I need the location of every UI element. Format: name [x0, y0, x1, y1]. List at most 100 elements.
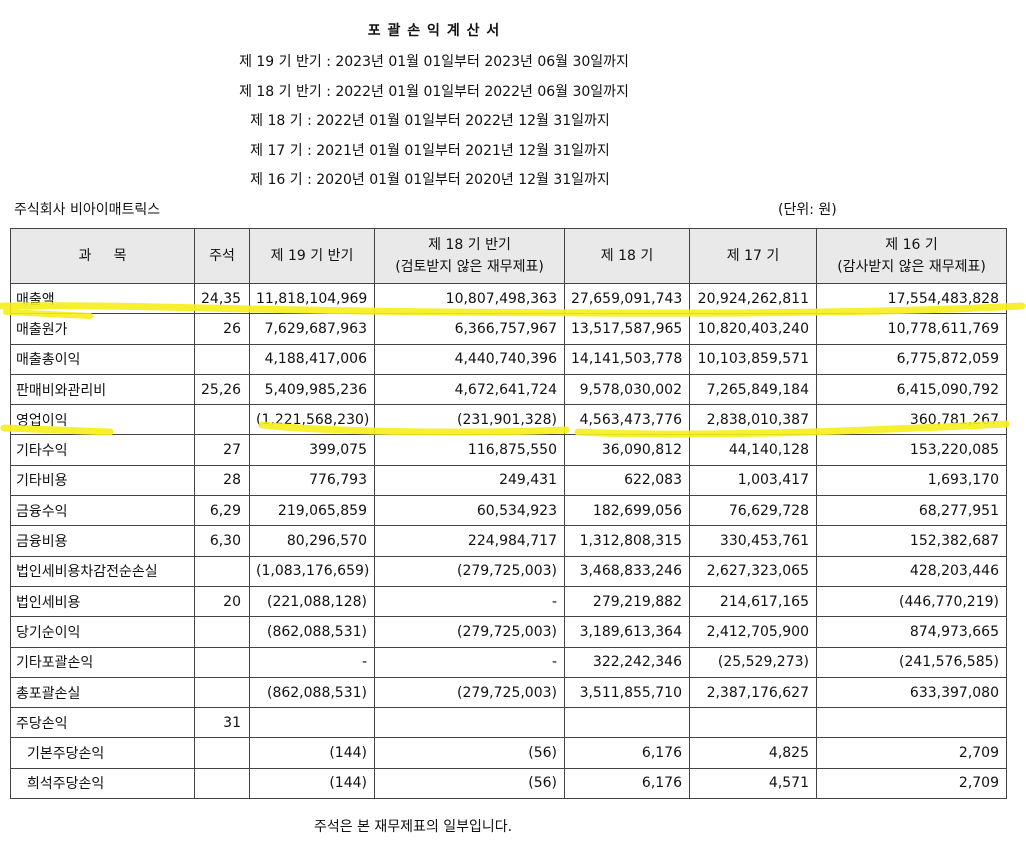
header-note: 주석: [194, 228, 250, 284]
value-18: 322,242,346: [564, 646, 690, 678]
account-label: 기타수익: [10, 434, 195, 466]
table-row: 매출원가 26 7,629,687,963 6,366,757,967 13,517,5…: [10, 313, 1007, 345]
header-period-18-half-title: 제 18 기 반기: [428, 237, 511, 253]
value-16: 2,709: [816, 737, 1007, 769]
value-18-half: 116,875,550: [374, 434, 565, 466]
value-16: 2,709: [816, 767, 1007, 800]
header-period-18-half: 제 18 기 반기 (검토받지 않은 재무제표): [374, 228, 565, 284]
note-cell: 24,35: [194, 282, 250, 315]
currency-unit: (단위: 원): [778, 202, 837, 218]
value-18-half: 249,431: [374, 464, 565, 497]
note-cell: 31: [194, 707, 250, 739]
header-period-16-title: 제 16 기: [885, 237, 938, 253]
header-account: 과 목: [10, 228, 195, 284]
note-cell: 27: [194, 434, 250, 466]
value-18: 13,517,587,965: [564, 313, 690, 345]
period-line-3: 제 18 기 : 2022년 01월 01일부터 2022년 12월 31일까지: [250, 113, 610, 129]
value-19-half: (144): [249, 767, 375, 800]
value-17: 2,627,323,065: [689, 555, 817, 587]
value-19-half: (221,088,128): [249, 585, 375, 618]
value-16: [816, 707, 1007, 739]
value-19-half: (1,083,176,659): [249, 555, 375, 587]
table-row: 금융수익 6,29 219,065,859 60,534,923 182,699,056…: [10, 495, 1007, 527]
period-line-1: 제 19 기 반기 : 2023년 01월 01일부터 2023년 06월 30…: [239, 54, 629, 70]
value-19-half: 11,818,104,969: [249, 282, 375, 315]
value-18: 3,511,855,710: [564, 676, 690, 709]
note-cell: 6,29: [194, 495, 250, 527]
value-16: (241,576,585): [816, 646, 1007, 678]
value-17: 2,838,010,387: [689, 404, 817, 436]
note-cell: 26: [194, 313, 250, 345]
value-17: 7,265,849,184: [689, 373, 817, 406]
value-19-half: 80,296,570: [249, 525, 375, 557]
account-label: 매출원가: [10, 313, 195, 345]
value-18-half: 4,672,641,724: [374, 373, 565, 406]
value-16: 152,382,687: [816, 525, 1007, 557]
note-cell: 20: [194, 585, 250, 618]
statement-title: 포 괄 손 익 계 산 서: [367, 23, 501, 39]
table-row: 총포괄손실 (862,088,531) (279,725,003) 3,511,855…: [10, 676, 1007, 709]
table-row: 기본주당손익 (144) (56) 6,176 4,825 2,709: [10, 737, 1007, 769]
value-16: 360,781,267: [816, 404, 1007, 436]
value-18: 14,141,503,778: [564, 343, 690, 375]
company-name: 주식회사 비아이매트릭스: [14, 202, 161, 218]
value-17: 214,617,165: [689, 585, 817, 618]
period-line-4: 제 17 기 : 2021년 01월 01일부터 2021년 12월 31일까지: [250, 143, 610, 159]
value-19-half: (1,221,568,230): [249, 404, 375, 436]
value-17: 1,003,417: [689, 464, 817, 497]
value-17: 2,387,176,627: [689, 676, 817, 709]
account-label: 당기순이익: [10, 616, 195, 648]
value-18: 36,090,812: [564, 434, 690, 466]
header-period-18: 제 18 기: [564, 228, 690, 284]
value-19-half: 776,793: [249, 464, 375, 497]
value-18: 6,176: [564, 737, 690, 769]
table-row: 매출액 24,35 11,818,104,969 10,807,498,363 27,6…: [10, 282, 1007, 315]
value-19-half: (862,088,531): [249, 676, 375, 709]
table-row: 희석주당손익 (144) (56) 6,176 4,571 2,709: [10, 767, 1007, 800]
value-18: 182,699,056: [564, 495, 690, 527]
note-cell: 28: [194, 464, 250, 497]
value-18-half: 4,440,740,396: [374, 343, 565, 375]
value-18-half: 10,807,498,363: [374, 282, 565, 315]
value-19-half: [249, 707, 375, 739]
value-16: 1,693,170: [816, 464, 1007, 497]
value-18-half: 6,366,757,967: [374, 313, 565, 345]
value-19-half: 7,629,687,963: [249, 313, 375, 345]
value-17: 4,571: [689, 767, 817, 800]
account-label: 법인세비용차감전순손실: [10, 555, 195, 587]
value-18: 3,468,833,246: [564, 555, 690, 587]
value-16: 874,973,665: [816, 616, 1007, 648]
account-label: 매출액: [10, 282, 195, 315]
table-row: 판매비와관리비 25,26 5,409,985,236 4,672,641,724 9,…: [10, 373, 1007, 406]
value-17: (25,529,273): [689, 646, 817, 678]
note-cell: 25,26: [194, 373, 250, 406]
value-18-half: (56): [374, 737, 565, 769]
account-label: 주당손익: [10, 707, 195, 739]
value-16: 153,220,085: [816, 434, 1007, 466]
header-period-16: 제 16 기 (감사받지 않은 재무제표): [816, 228, 1007, 284]
account-label: 금융비용: [10, 525, 195, 557]
value-18: 4,563,473,776: [564, 404, 690, 436]
account-label: 기본주당손익: [10, 737, 195, 769]
table-row: 금융비용 6,30 80,296,570 224,984,717 1,312,808,3…: [10, 525, 1007, 557]
note-cell: [194, 767, 250, 800]
value-19-half: 4,188,417,006: [249, 343, 375, 375]
note-cell: [194, 404, 250, 436]
value-18-half: (279,725,003): [374, 676, 565, 709]
value-18: 1,312,808,315: [564, 525, 690, 557]
value-18: [564, 707, 690, 739]
value-16: 68,277,951: [816, 495, 1007, 527]
header-period-16-subtitle: (감사받지 않은 재무제표): [837, 259, 986, 275]
account-label: 매출총이익: [10, 343, 195, 375]
table-row: 매출총이익 4,188,417,006 4,440,740,396 14,141,50…: [10, 343, 1007, 375]
table-row: 주당손익 31: [10, 707, 1007, 739]
header-row: 과 목 주석 제 19 기 반기 제 18 기 반기 (검토받지 않은 재무제표…: [10, 228, 1007, 284]
account-label: 판매비와관리비: [10, 373, 195, 406]
account-label: 금융수익: [10, 495, 195, 527]
value-19-half: -: [249, 646, 375, 678]
table-row: 법인세비용차감전순손실 (1,083,176,659) (279,725,003) 3…: [10, 555, 1007, 587]
value-18-half: (56): [374, 767, 565, 800]
table-row: 영업이익 (1,221,568,230) (231,901,328) 4,563,47…: [10, 404, 1007, 436]
value-18: 9,578,030,002: [564, 373, 690, 406]
value-18: 279,219,882: [564, 585, 690, 618]
